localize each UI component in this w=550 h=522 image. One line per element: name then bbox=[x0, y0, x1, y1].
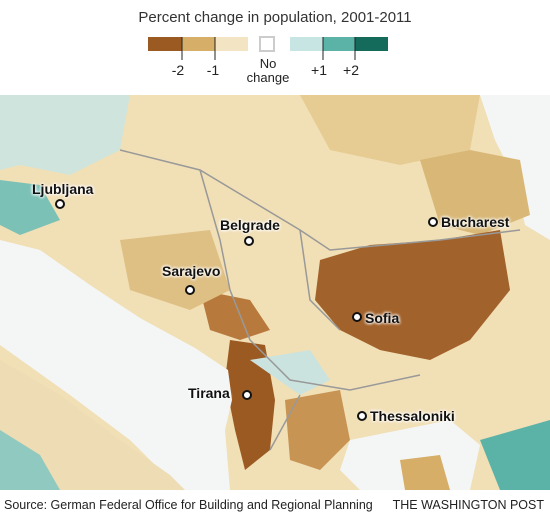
city-marker bbox=[357, 411, 367, 421]
swatch bbox=[215, 37, 248, 51]
swatch bbox=[148, 37, 182, 51]
map bbox=[0, 95, 550, 490]
swatch bbox=[355, 37, 388, 51]
legend-label: -1 bbox=[206, 62, 220, 78]
city-marker bbox=[352, 312, 362, 322]
credit: THE WASHINGTON POST bbox=[392, 498, 544, 512]
region bbox=[0, 430, 60, 490]
sea bbox=[0, 240, 232, 490]
region bbox=[400, 455, 450, 490]
legend-label: -2 bbox=[171, 62, 185, 78]
city-marker bbox=[244, 236, 254, 246]
city-label: Thessaloniki bbox=[370, 408, 455, 424]
city-marker bbox=[428, 217, 438, 227]
city-marker bbox=[242, 390, 252, 400]
region bbox=[420, 150, 530, 235]
city-marker bbox=[185, 285, 195, 295]
city-label: Tirana bbox=[188, 385, 230, 401]
city-marker bbox=[55, 199, 65, 209]
legend-label: +1 bbox=[311, 62, 327, 78]
city-label: Ljubljana bbox=[32, 181, 94, 197]
land bbox=[0, 360, 185, 490]
swatch bbox=[290, 37, 323, 51]
region bbox=[200, 290, 270, 340]
region bbox=[315, 230, 510, 360]
region bbox=[285, 390, 350, 470]
legend-swatches bbox=[148, 36, 388, 60]
city-label: Bucharest bbox=[441, 214, 510, 230]
swatch bbox=[323, 37, 355, 51]
region bbox=[300, 95, 480, 165]
city-label: Sarajevo bbox=[162, 263, 221, 279]
legend-label: +2 bbox=[343, 62, 359, 78]
region bbox=[120, 230, 230, 310]
region bbox=[0, 180, 60, 235]
legend-title: Percent change in population, 2001-2011 bbox=[138, 9, 412, 26]
border bbox=[119, 149, 521, 451]
swatch bbox=[182, 37, 215, 51]
source: Source: German Federal Office for Buildi… bbox=[4, 498, 373, 512]
city-label: Belgrade bbox=[220, 217, 280, 233]
city-label: Sofia bbox=[365, 310, 400, 326]
swatch bbox=[259, 36, 275, 52]
legend-label: No change bbox=[246, 56, 290, 85]
region bbox=[225, 340, 275, 470]
region bbox=[480, 420, 550, 490]
region bbox=[0, 95, 130, 175]
